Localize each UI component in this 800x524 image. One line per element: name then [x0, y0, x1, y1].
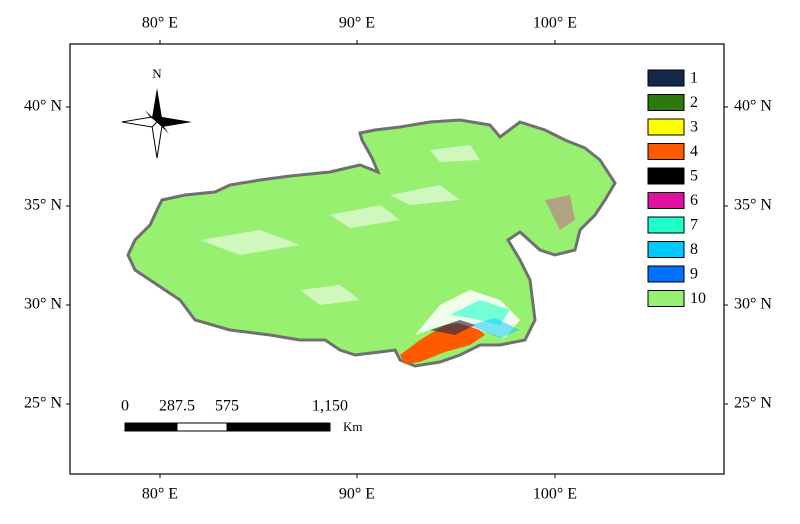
legend-swatch — [647, 118, 685, 136]
legend-label: 7 — [690, 217, 698, 234]
legend-label: 6 — [690, 192, 698, 209]
latitude-label: 25° N — [24, 395, 62, 412]
longitude-label: 80° E — [142, 15, 178, 32]
scale-bar — [124, 422, 331, 432]
legend-label: 2 — [690, 94, 698, 111]
legend-label: 4 — [690, 143, 698, 160]
legend-label: 10 — [690, 290, 706, 307]
legend-swatch — [647, 290, 685, 307]
longitude-label: 90° E — [339, 486, 375, 503]
land-cover-detail — [200, 145, 575, 364]
legend-label: 1 — [690, 70, 698, 87]
longitude-label: 100° E — [533, 486, 577, 503]
legend-swatch — [647, 241, 685, 258]
scale-label: 575 — [215, 398, 239, 415]
north-arrow — [121, 88, 192, 159]
latitude-label: 35° N — [734, 197, 772, 214]
latitude-label: 25° N — [734, 395, 772, 412]
latitude-label: 40° N — [24, 98, 62, 115]
legend-label: 9 — [690, 266, 698, 283]
latitude-label: 30° N — [734, 296, 772, 313]
legend-swatch — [647, 143, 685, 160]
legend-label: 3 — [690, 119, 698, 136]
graticule-ticks — [66, 40, 728, 478]
latitude-label: 35° N — [24, 197, 62, 214]
scale-label: 1,150 — [312, 398, 348, 415]
scale-label: 287.5 — [159, 398, 195, 415]
legend-label: 8 — [690, 241, 698, 258]
longitude-label: 90° E — [339, 15, 375, 32]
legend-swatch — [647, 167, 685, 185]
longitude-label: 80° E — [142, 486, 178, 503]
legend-swatch — [647, 265, 685, 283]
legend-swatch — [647, 192, 685, 209]
north-label: N — [152, 66, 162, 81]
legend-swatch — [647, 216, 685, 234]
scale-unit: Km — [343, 419, 363, 434]
latitude-label: 40° N — [734, 98, 772, 115]
legend-swatch — [647, 69, 685, 87]
longitude-label: 100° E — [533, 15, 577, 32]
scale-label: 0 — [121, 398, 129, 415]
legend-swatch — [647, 94, 685, 111]
legend-label: 5 — [690, 168, 698, 185]
latitude-label: 30° N — [24, 296, 62, 313]
